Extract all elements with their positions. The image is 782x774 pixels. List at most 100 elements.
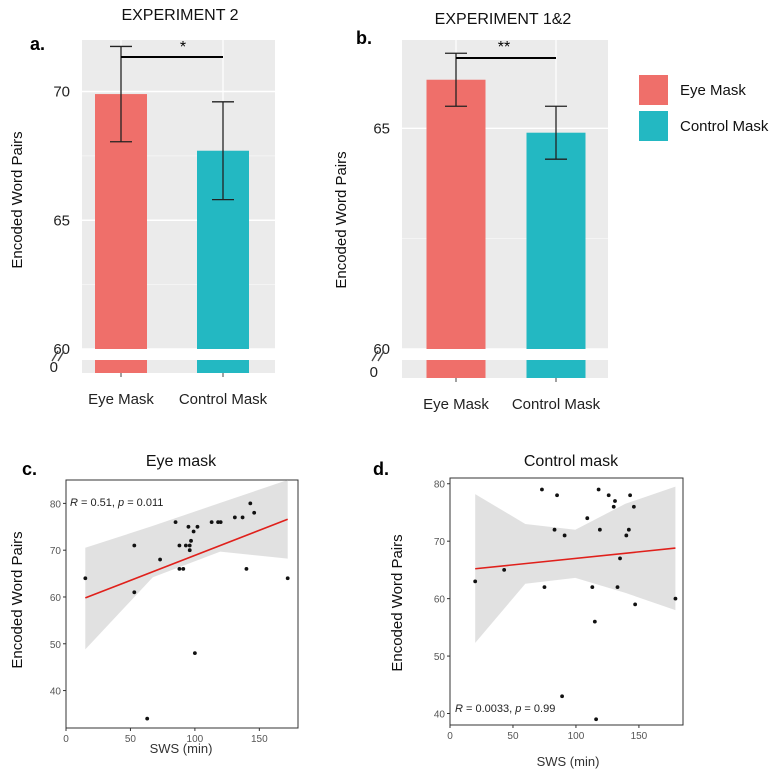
panel-a-label: a. bbox=[30, 34, 45, 54]
data-point bbox=[192, 651, 197, 656]
data-point bbox=[562, 533, 567, 538]
bar-lower-segment bbox=[426, 360, 486, 378]
data-point bbox=[590, 585, 595, 590]
x-tick-label: 0 bbox=[63, 734, 69, 745]
data-point bbox=[244, 567, 249, 571]
panel-d-p-label: p bbox=[514, 703, 521, 715]
data-point bbox=[615, 585, 620, 590]
panel-c-xlabel: SWS (min) bbox=[150, 741, 213, 756]
y-tick-label: 50 bbox=[434, 652, 446, 663]
data-point bbox=[191, 529, 196, 534]
data-point bbox=[195, 524, 200, 529]
bar-eye-mask bbox=[426, 79, 486, 349]
panel-a-plot: 60 65 70 0 bbox=[50, 40, 275, 377]
x-tick-label: 150 bbox=[631, 731, 648, 742]
data-point bbox=[83, 576, 88, 581]
panel-c-label: c. bbox=[22, 459, 37, 479]
panel-d-xlabel: SWS (min) bbox=[537, 754, 600, 769]
panel-d-title: Control mask bbox=[524, 453, 619, 470]
data-point bbox=[183, 543, 188, 548]
y-tick-label-zero: 0 bbox=[50, 359, 58, 376]
data-point bbox=[626, 527, 631, 532]
y-tick-label: 40 bbox=[50, 687, 62, 698]
data-point bbox=[560, 694, 564, 699]
data-point bbox=[177, 543, 182, 548]
panel-c-r-text: = 0.51, bbox=[78, 497, 118, 509]
data-point bbox=[132, 590, 137, 595]
data-point bbox=[248, 501, 253, 506]
data-point bbox=[285, 576, 290, 581]
data-point bbox=[218, 520, 223, 525]
y-tick-label: 70 bbox=[53, 84, 70, 101]
panel-b-plot: 60 65 0 bbox=[370, 40, 608, 382]
x-tick-label: 100 bbox=[568, 731, 585, 742]
data-point bbox=[592, 619, 597, 624]
data-point bbox=[173, 520, 178, 525]
bar-lower-segment bbox=[526, 360, 586, 378]
data-point bbox=[555, 493, 559, 498]
data-point bbox=[145, 716, 150, 721]
legend-label-eye-mask: Eye Mask bbox=[680, 82, 746, 99]
panel-d-p-text: = 0.99 bbox=[521, 703, 555, 715]
panel-b-xtick-eye-mask: Eye Mask bbox=[423, 396, 489, 413]
data-point bbox=[613, 499, 617, 503]
data-point bbox=[187, 548, 192, 553]
panel-c-title: Eye mask bbox=[146, 453, 217, 470]
data-point bbox=[624, 533, 629, 538]
data-point bbox=[232, 515, 237, 520]
panel-a-ylabel: Encoded Word Pairs bbox=[9, 131, 26, 268]
y-tick-label: 60 bbox=[50, 593, 62, 604]
panel-d-r-text: = 0.0033, bbox=[463, 703, 515, 715]
regression-line bbox=[85, 518, 288, 599]
panel-c-annotation: R = 0.51, p = 0.011 bbox=[70, 497, 163, 509]
x-tick-label: 50 bbox=[507, 731, 519, 742]
data-point bbox=[673, 596, 678, 601]
regression-line bbox=[475, 547, 676, 570]
panel-c-r-label: R bbox=[70, 497, 78, 509]
y-tick-label: 65 bbox=[53, 212, 70, 229]
data-point bbox=[252, 510, 257, 515]
panel-d-ylabel: Encoded Word Pairs bbox=[389, 534, 406, 671]
plot-frame bbox=[449, 477, 684, 726]
y-tick-label: 70 bbox=[434, 537, 446, 548]
y-tick-label: 70 bbox=[50, 546, 62, 557]
data-point bbox=[177, 567, 182, 571]
panel-b-label: b. bbox=[356, 28, 372, 48]
panel-c-plot: 0 50 100 150 40 50 60 70 80 bbox=[50, 479, 299, 745]
data-point bbox=[628, 493, 633, 498]
y-tick-label: 60 bbox=[434, 595, 446, 606]
confidence-band bbox=[475, 486, 676, 643]
confidence-band bbox=[85, 480, 288, 650]
data-point bbox=[618, 556, 622, 561]
y-tick-label: 60 bbox=[53, 341, 70, 358]
data-point bbox=[187, 543, 192, 548]
x-tick-label: 150 bbox=[251, 734, 268, 745]
data-point bbox=[158, 557, 162, 562]
panel-a-title: EXPERIMENT 2 bbox=[121, 7, 238, 24]
panel-b-significance: ** bbox=[498, 39, 510, 56]
data-point bbox=[585, 516, 590, 521]
bar-lower-segment bbox=[197, 360, 249, 373]
y-tick-label: 80 bbox=[50, 499, 62, 510]
y-tick-label-zero: 0 bbox=[370, 364, 378, 381]
panel-d-plot: 0 50 100 150 40 50 60 70 80 bbox=[434, 477, 684, 742]
y-tick-label: 50 bbox=[50, 640, 62, 651]
y-tick-label: 40 bbox=[434, 710, 446, 721]
x-tick-label: 50 bbox=[125, 734, 137, 745]
axis-break-mark bbox=[51, 350, 59, 362]
data-point bbox=[633, 602, 638, 607]
data-point bbox=[189, 538, 193, 543]
panel-a-xtick-eye-mask: Eye Mask bbox=[88, 391, 154, 408]
legend: Eye Mask Control Mask bbox=[639, 75, 769, 141]
panel-c-p-label: p bbox=[117, 497, 124, 509]
panel-b-xtick-control-mask: Control Mask bbox=[512, 396, 601, 413]
bar-control-mask bbox=[526, 132, 586, 349]
data-point bbox=[132, 543, 137, 548]
panel-a-significance: * bbox=[180, 39, 186, 56]
data-point bbox=[597, 527, 602, 532]
panel-c-ylabel: Encoded Word Pairs bbox=[9, 531, 26, 668]
data-point bbox=[209, 520, 214, 525]
panel-d-r-label: R bbox=[455, 703, 463, 715]
legend-swatch-eye-mask bbox=[639, 75, 668, 105]
